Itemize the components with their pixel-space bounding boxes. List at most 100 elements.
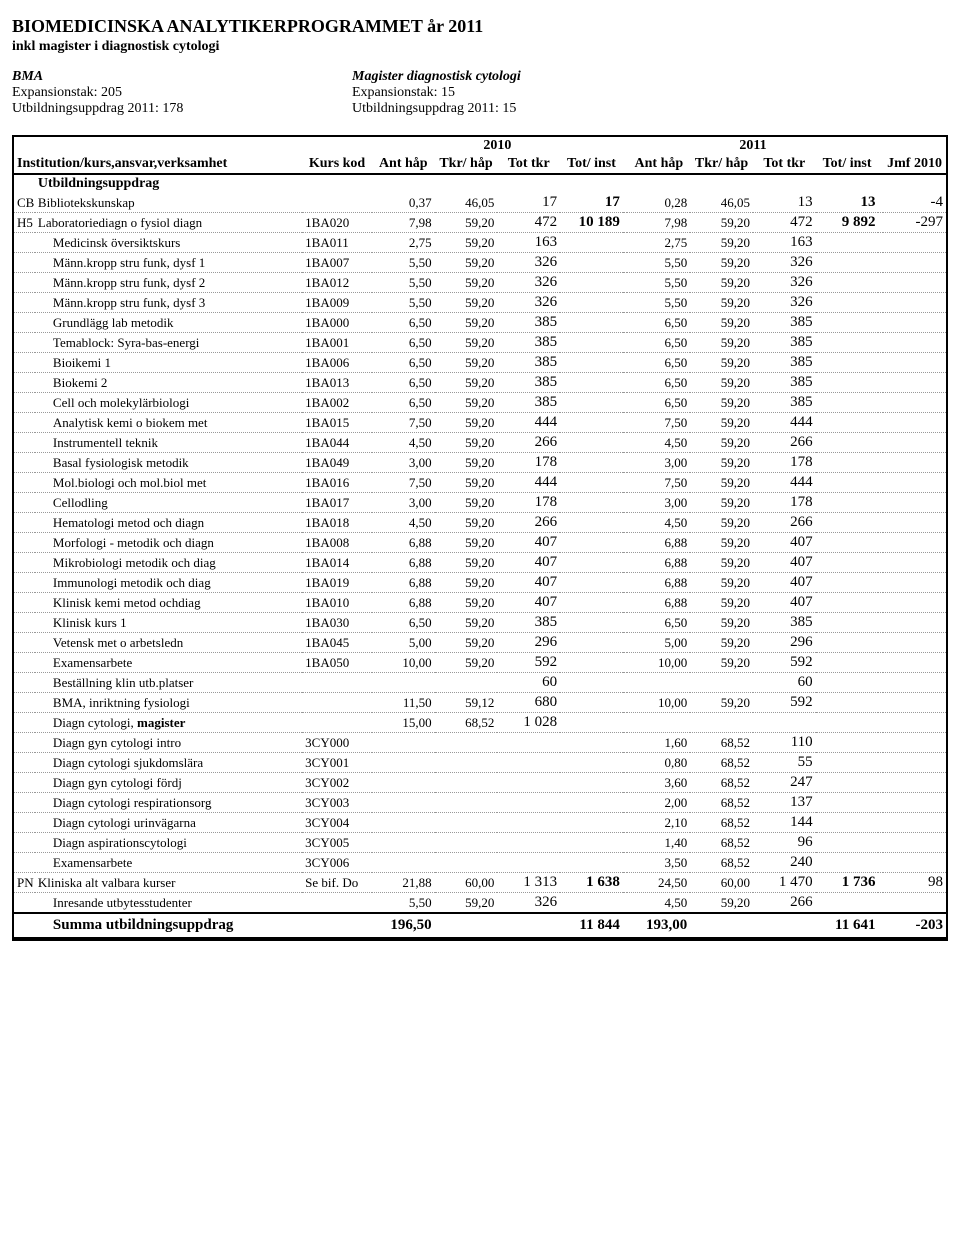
cell [302, 193, 372, 213]
cell [560, 433, 623, 453]
table-row: Männ.kropp stru funk, dysf 11BA0075,5059… [14, 253, 946, 273]
cell: 3,50 [627, 853, 690, 873]
cell: PN [14, 873, 35, 893]
cell: 98 [883, 873, 946, 893]
cell [816, 713, 879, 733]
cell [302, 693, 372, 713]
cell [816, 393, 879, 413]
cell [816, 413, 879, 433]
cell [560, 553, 623, 573]
cell: 2,10 [627, 813, 690, 833]
summary-cell [690, 913, 753, 938]
cell: 68,52 [690, 793, 753, 813]
cell: 296 [497, 633, 560, 653]
cell: 1,60 [627, 733, 690, 753]
cell: 326 [497, 273, 560, 293]
cell [560, 593, 623, 613]
cell: 6,88 [372, 533, 435, 553]
table-row: Bioikemi 11BA0066,5059,203856,5059,20385 [14, 353, 946, 373]
cell: 2,75 [372, 233, 435, 253]
cell [14, 833, 35, 853]
cell: 68,52 [435, 713, 498, 733]
cell: 59,20 [435, 633, 498, 653]
cell: 444 [753, 413, 816, 433]
cell: 59,20 [435, 213, 498, 233]
cell [816, 753, 879, 773]
table-row: Diagn gyn cytologi intro3CY0001,6068,521… [14, 733, 946, 753]
table-row: CBBibliotekskunskap0,3746,0517170,2846,0… [14, 193, 946, 213]
cell [816, 433, 879, 453]
table-row: Basal fysiologisk metodik1BA0493,0059,20… [14, 453, 946, 473]
cell: 1BA013 [302, 373, 372, 393]
cell [560, 233, 623, 253]
cell: 59,20 [435, 653, 498, 673]
cell [560, 353, 623, 373]
cell [816, 653, 879, 673]
cell [883, 813, 946, 833]
cell: Examensarbete [35, 653, 302, 673]
cell [14, 853, 35, 873]
cell [14, 473, 35, 493]
cell: 178 [497, 453, 560, 473]
summary-cell: 193,00 [627, 913, 690, 938]
cell: 163 [497, 233, 560, 253]
cell [816, 773, 879, 793]
cell: 326 [497, 293, 560, 313]
cell [560, 833, 623, 853]
cell [14, 753, 35, 773]
cell [816, 533, 879, 553]
cell [560, 253, 623, 273]
cell [816, 593, 879, 613]
cell: 0,37 [372, 193, 435, 213]
cell: 407 [753, 573, 816, 593]
cell: 5,00 [627, 633, 690, 653]
cell [14, 713, 35, 733]
cell [883, 273, 946, 293]
cell: 4,50 [627, 513, 690, 533]
cell: 4,50 [627, 433, 690, 453]
cell [883, 253, 946, 273]
cell [883, 693, 946, 713]
cell [560, 733, 623, 753]
cell [372, 833, 435, 853]
cell [816, 633, 879, 653]
cell [435, 733, 498, 753]
cell [816, 453, 879, 473]
cell: 13 [753, 193, 816, 213]
cell [883, 713, 946, 733]
cell: Morfologi - metodik och diagn [35, 533, 302, 553]
cell: 444 [753, 473, 816, 493]
main-table: 2010 2011 Institution/kurs,ansvar,verksa… [14, 137, 946, 939]
left-head-line2: Expansionstak: 205 [12, 85, 352, 101]
cell: 5,50 [372, 273, 435, 293]
cell [372, 793, 435, 813]
cell [883, 673, 946, 693]
cell: 1BA009 [302, 293, 372, 313]
cell [816, 553, 879, 573]
cell: 59,20 [690, 373, 753, 393]
cell [560, 893, 623, 914]
cell: 407 [497, 593, 560, 613]
cell [883, 233, 946, 253]
cell: 21,88 [372, 873, 435, 893]
cell [14, 693, 35, 713]
cell [560, 753, 623, 773]
cell [627, 713, 690, 733]
cell: 59,20 [690, 493, 753, 513]
cell [883, 533, 946, 553]
table-row: Cell och molekylärbiologi1BA0026,5059,20… [14, 393, 946, 413]
cell [372, 733, 435, 753]
table-row: Analytisk kemi o biokem met1BA0157,5059,… [14, 413, 946, 433]
cell: 1BA017 [302, 493, 372, 513]
cell [14, 413, 35, 433]
table-row: Biokemi 21BA0136,5059,203856,5059,20385 [14, 373, 946, 393]
cell: 385 [753, 373, 816, 393]
cell: 1BA049 [302, 453, 372, 473]
summary-cell: Summa utbildningsuppdrag [35, 913, 302, 938]
cell: 1 313 [497, 873, 560, 893]
cell [816, 293, 879, 313]
cell: 24,50 [627, 873, 690, 893]
cell [560, 413, 623, 433]
cell [560, 573, 623, 593]
cell: 6,50 [372, 613, 435, 633]
